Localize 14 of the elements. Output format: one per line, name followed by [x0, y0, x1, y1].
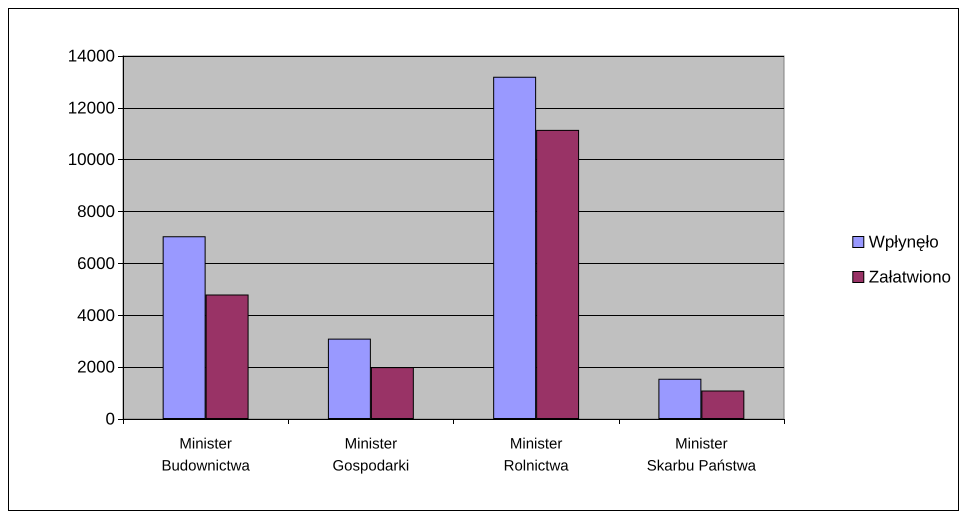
legend-label: Wpłynęło	[868, 232, 939, 252]
legend-label: Załatwiono	[868, 268, 952, 286]
x-tick-label: Minister Rolnictwa	[504, 436, 570, 474]
y-tick-label: 6000	[77, 254, 115, 273]
y-tick-label: 0	[106, 410, 115, 428]
x-tick-label: Minister Gospodarki	[332, 436, 410, 474]
y-tick-label: 2000	[77, 358, 115, 377]
y-tick-label: 4000	[77, 306, 115, 325]
y-tick-label: 14000	[68, 46, 115, 66]
y-tick-label: 12000	[68, 98, 115, 118]
x-tick-label: Minister Budownictwa	[161, 436, 250, 474]
x-tick-label: Minister Skarbu Państwa	[646, 436, 757, 474]
y-tick-label: 8000	[77, 202, 115, 222]
y-tick-label: 10000	[68, 150, 115, 170]
